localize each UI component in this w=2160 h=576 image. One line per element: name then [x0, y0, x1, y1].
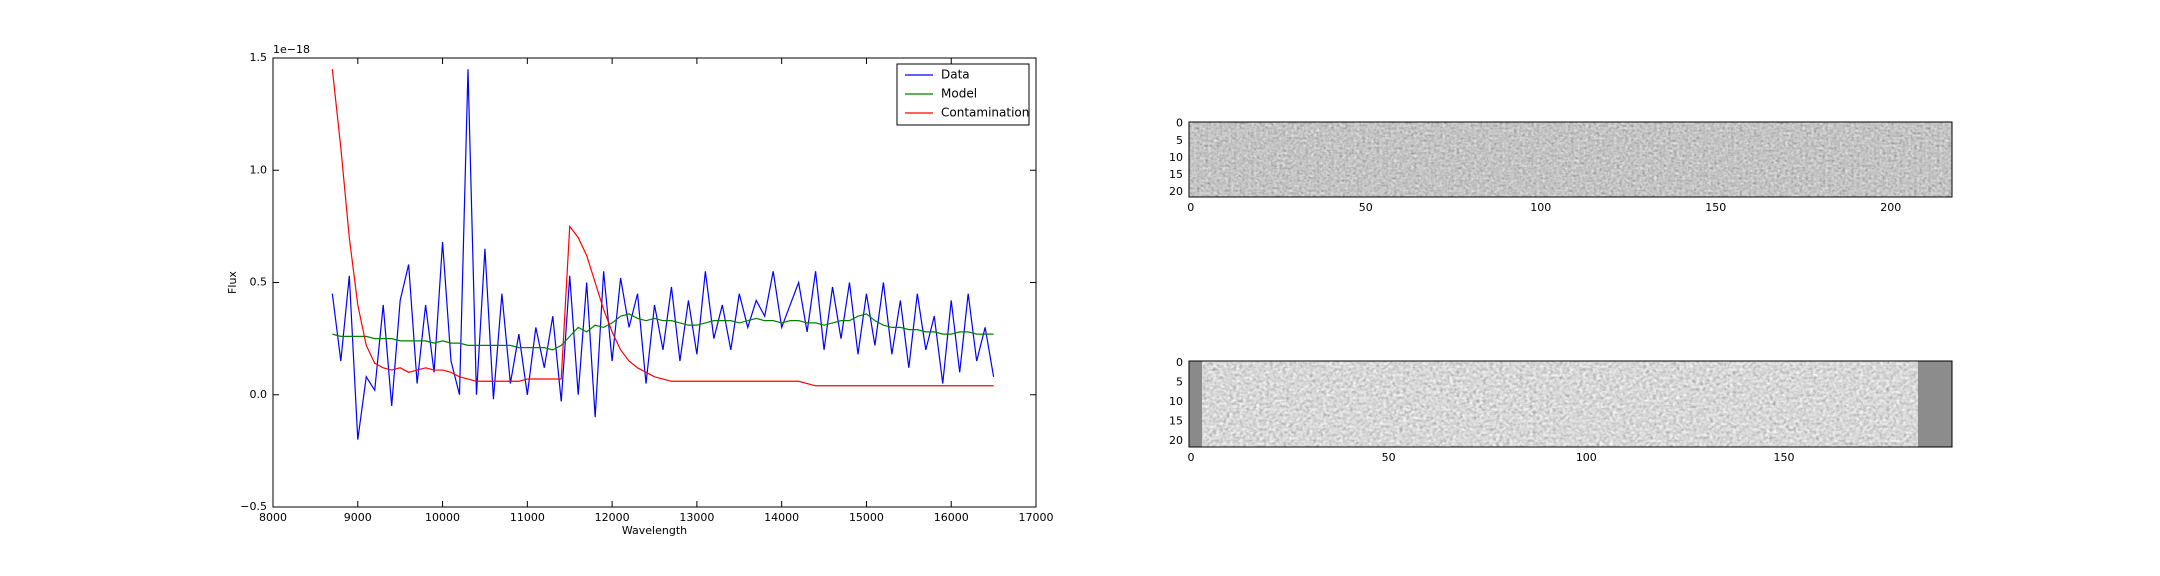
y-tick-label: 20	[1169, 185, 1183, 198]
y-axis-label: Flux	[226, 271, 239, 294]
series-line	[332, 313, 994, 351]
x-tick-label: 150	[1705, 201, 1726, 214]
x-tick-label: 8000	[259, 511, 287, 524]
series-line	[331, 69, 995, 440]
series-line	[331, 69, 994, 387]
legend-label: Model	[941, 87, 977, 101]
x-tick-label: 0	[1187, 451, 1194, 464]
x-tick-label: 50	[1359, 201, 1373, 214]
x-tick-label: 200	[1880, 201, 1901, 214]
x-tick-label: 12000	[595, 511, 630, 524]
y-tick-label: 5	[1176, 376, 1183, 389]
y-tick-label: 10	[1169, 395, 1183, 408]
x-tick-label: 100	[1530, 201, 1551, 214]
y-tick-label: 0	[1176, 356, 1183, 369]
y-tick-label: 10	[1169, 151, 1183, 164]
y-tick-label: −0.5	[240, 500, 267, 513]
x-tick-label: 14000	[764, 511, 799, 524]
plot-lines	[331, 69, 995, 440]
legend-label: Contamination	[941, 106, 1029, 120]
image-frame	[1188, 360, 1953, 448]
y-tick-label: 0	[1176, 117, 1183, 130]
plot-area	[272, 57, 1037, 508]
x-tick-label: 15000	[849, 511, 884, 524]
x-tick-label: 16000	[934, 511, 969, 524]
legend-label: Data	[941, 68, 970, 82]
x-tick-label: 50	[1382, 451, 1396, 464]
y-tick-label: 1.5	[250, 51, 268, 64]
x-tick-label: 0	[1187, 201, 1194, 214]
x-axis-label: Wavelength	[622, 524, 687, 537]
y-tick-label: 15	[1169, 168, 1183, 181]
x-tick-label: 11000	[510, 511, 545, 524]
y-tick-label: 0.5	[250, 276, 268, 289]
y-tick-label: 5	[1176, 134, 1183, 147]
y-tick-label: 15	[1169, 415, 1183, 428]
image-texture	[1189, 122, 1952, 197]
y-tick-label: 20	[1169, 434, 1183, 447]
image-texture	[1189, 361, 1952, 447]
x-tick-label: 100	[1576, 451, 1597, 464]
x-tick-label: 9000	[344, 511, 372, 524]
offset-text: 1e−18	[273, 43, 310, 56]
image-pad	[1189, 361, 1202, 447]
x-tick-label: 10000	[425, 511, 460, 524]
x-tick-label: 13000	[679, 511, 714, 524]
y-tick-label: 0.0	[250, 388, 268, 401]
image-frame	[1188, 121, 1953, 198]
x-tick-label: 150	[1773, 451, 1794, 464]
x-tick-label: 17000	[1019, 511, 1054, 524]
image-pad	[1918, 361, 1952, 447]
y-tick-label: 1.0	[250, 163, 268, 176]
